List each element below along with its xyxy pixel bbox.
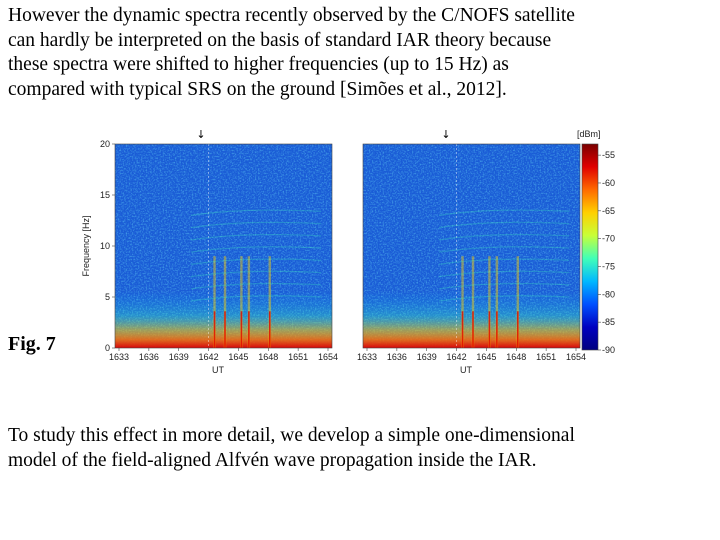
spectrogram-panel-right: 1633 1636 1639 1642 1645 1648 1651 1654 UT ↓: [357, 128, 586, 375]
x-tick-label: 1642: [447, 352, 467, 362]
resonance-striation: [438, 270, 570, 278]
resonance-striation: [438, 258, 570, 265]
x-tick-label: 1654: [566, 352, 586, 362]
colorbar-tick-label: -55: [602, 150, 615, 160]
spectrogram-figure: 0 5 10 15 20 1633 1636 1639 1642 1645 1648 1651 165…: [81, 128, 615, 375]
x-tick-label: 1639: [417, 352, 437, 362]
emission-burst: [516, 256, 519, 348]
resonance-striation: [190, 233, 322, 241]
conclusion-paragraph: To study this effect in more detail, we …: [8, 425, 575, 471]
y-tick-label: 5: [105, 292, 110, 302]
resonance-striation: [190, 295, 322, 302]
resonance-striation: [190, 270, 322, 278]
emission-burst: [461, 256, 464, 348]
emission-burst: [213, 256, 216, 348]
figure-label: Fig. 7: [8, 333, 56, 355]
x-tick-label: 1639: [169, 352, 189, 362]
resonance-striation: [190, 209, 322, 216]
emission-burst-core: [213, 311, 216, 348]
left-x-axis-title: UT: [212, 365, 224, 375]
x-tick-label: 1633: [109, 352, 129, 362]
spectrogram-panel-left: 0 5 10 15 20 1633 1636 1639 1642 1645 1648 1651 165…: [81, 128, 338, 375]
colorbar-tick-label: -90: [602, 345, 615, 355]
emission-burst-core: [496, 311, 498, 348]
emission-burst: [247, 256, 251, 348]
emission-burst-core: [224, 311, 226, 348]
x-tick-label: 1654: [318, 352, 338, 362]
resonance-striation: [190, 282, 322, 290]
colorbar-tick-label: -75: [602, 261, 615, 271]
emission-burst: [495, 256, 499, 348]
spectrogram-left-low-freq-band: [115, 144, 332, 348]
resonance-striation: [190, 258, 322, 265]
x-tick-label: 1636: [139, 352, 159, 362]
x-tick-label: 1642: [199, 352, 219, 362]
intro-paragraph: However the dynamic spectra recently obs…: [8, 5, 575, 100]
colorbar: [dBm] -55 -60 -65 -70 -75 -80 -85 -90: [577, 129, 615, 355]
y-tick-label: 0: [105, 343, 110, 353]
resonance-striation: [438, 295, 570, 302]
right-x-axis: 1633 1636 1639 1642 1645 1648 1651 1654: [357, 348, 586, 362]
emission-burst-core: [268, 311, 271, 348]
colorbar-gradient: [581, 143, 599, 351]
emission-burst: [240, 256, 243, 348]
colorbar-tick-label: -70: [602, 234, 615, 244]
emission-burst-core: [488, 311, 491, 348]
resonance-striation: [438, 221, 570, 229]
y-tick-label: 10: [100, 241, 110, 251]
emission-burst-core: [248, 311, 250, 348]
spectrogram-right-low-freq-band: [363, 144, 580, 348]
x-tick-label: 1648: [258, 352, 278, 362]
emission-burst-core: [240, 311, 243, 348]
left-y-axis-title: Frequency [Hz]: [81, 215, 91, 276]
spectrogram-right-frame: [362, 143, 581, 349]
emission-burst: [471, 256, 475, 348]
y-tick-label: 15: [100, 190, 110, 200]
x-tick-label: 1645: [228, 352, 248, 362]
resonance-striation: [438, 233, 570, 241]
x-tick-label: 1633: [357, 352, 377, 362]
colorbar-tick-label: -60: [602, 178, 615, 188]
emission-burst: [223, 256, 227, 348]
left-event-marker-arrow: ↓: [196, 128, 205, 141]
resonance-striation: [190, 246, 322, 253]
colorbar-ticks: -55 -60 -65 -70 -75 -80 -85 -90: [598, 150, 615, 355]
emission-burst-core: [461, 311, 464, 348]
emission-burst-core: [516, 311, 519, 348]
right-event-marker-arrow: ↓: [441, 128, 450, 141]
colorbar-tick-label: -85: [602, 317, 615, 327]
colorbar-tick-label: -80: [602, 289, 615, 299]
right-x-axis-title: UT: [460, 365, 472, 375]
emission-burst: [488, 256, 491, 348]
x-tick-label: 1651: [288, 352, 308, 362]
colorbar-tick-label: -65: [602, 206, 615, 216]
emission-burst: [268, 256, 271, 348]
spectrogram-left-features: [190, 144, 322, 348]
x-tick-label: 1651: [536, 352, 556, 362]
resonance-striation: [438, 282, 570, 290]
x-tick-label: 1645: [476, 352, 496, 362]
emission-burst-core: [472, 311, 474, 348]
resonance-striation: [438, 246, 570, 253]
left-y-axis: 0 5 10 15 20: [100, 139, 115, 353]
resonance-striation: [190, 221, 322, 229]
x-tick-label: 1648: [506, 352, 526, 362]
resonance-striation: [438, 209, 570, 216]
y-tick-label: 20: [100, 139, 110, 149]
colorbar-unit: [dBm]: [577, 129, 601, 139]
spectrogram-right-features: [438, 144, 570, 348]
left-x-axis: 1633 1636 1639 1642 1645 1648 1651 1654: [109, 348, 338, 362]
x-tick-label: 1636: [387, 352, 407, 362]
